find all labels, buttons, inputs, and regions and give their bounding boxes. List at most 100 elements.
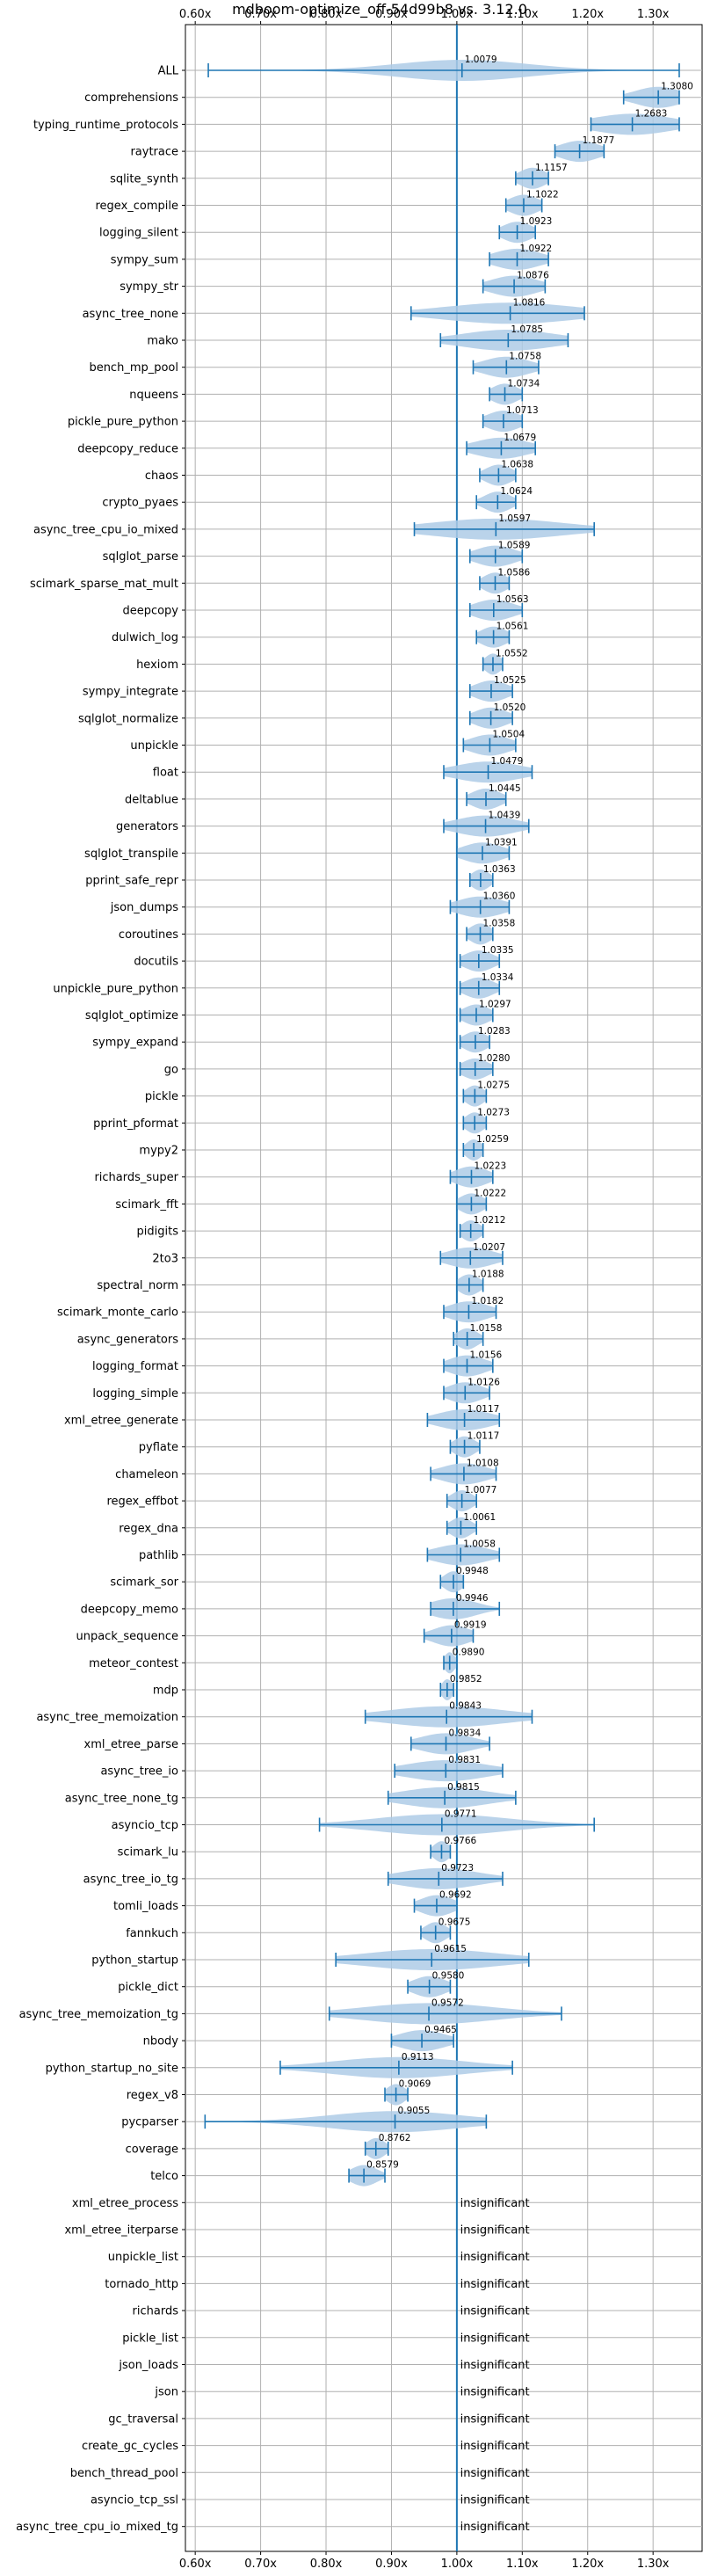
benchmark-label: logging_format	[92, 1360, 178, 1373]
benchmark-label: fannkuch	[126, 1927, 178, 1940]
benchmark-label: async_tree_none	[83, 308, 178, 321]
violin-group: 1.0077	[446, 1485, 497, 1512]
value-label: 1.0275	[477, 1081, 510, 1091]
value-label: 1.0525	[494, 675, 526, 686]
value-label: 1.0876	[517, 271, 549, 281]
value-label: 0.9069	[399, 2079, 431, 2090]
benchmark-label: json_dumps	[110, 901, 178, 914]
benchmark-label: nqueens	[129, 389, 178, 402]
benchmark-label: hexiom	[136, 659, 178, 672]
value-label: 1.3080	[661, 82, 693, 92]
benchmark-label: nbody	[143, 2035, 179, 2048]
value-label: 0.9692	[439, 1890, 472, 1901]
violin-group: 1.0259	[462, 1134, 509, 1161]
benchmark-label: generators	[116, 820, 178, 833]
benchmark-label: sqlite_synth	[110, 172, 178, 186]
value-label: 1.1157	[535, 163, 568, 173]
value-label: 1.0283	[478, 1026, 511, 1037]
value-label: 1.0552	[496, 648, 528, 659]
value-label: 1.1022	[526, 190, 559, 200]
insignificant-label: insignificant	[460, 2278, 530, 2291]
value-label: 1.0297	[479, 1000, 511, 1010]
axis-layer: 0.60x 0.60x 0.70x 0.70x 0.80x 0.80x 0.90x 0.90x…	[16, 8, 670, 2571]
x-tick-label-bottom: 1.10x	[506, 2558, 539, 2571]
benchmark-label: xml_etree_process	[72, 2197, 178, 2210]
value-label: 1.0058	[463, 1539, 496, 1550]
value-label: 1.0624	[500, 486, 533, 497]
value-label: 1.0280	[478, 1053, 511, 1064]
violin-group: 0.9113	[279, 2052, 513, 2078]
violin-group: 1.0624	[475, 486, 533, 513]
violin-group: 0.9890	[443, 1647, 485, 1674]
value-label: 1.0504	[492, 730, 525, 740]
violin-group: 1.0061	[446, 1512, 496, 1539]
benchmark-label: scimark_fft	[115, 1198, 178, 1212]
plot-area	[185, 24, 703, 2552]
benchmark-label: sympy_integrate	[83, 686, 178, 699]
value-label: 1.0445	[489, 783, 521, 794]
benchmark-label: sqlglot_optimize	[85, 1009, 178, 1022]
value-label: 1.0358	[483, 918, 516, 928]
violin-group: 0.9948	[439, 1566, 489, 1593]
violin-group: 1.0876	[482, 271, 549, 297]
value-label: 1.2683	[635, 108, 668, 119]
benchmark-label: python_startup_no_site	[46, 2062, 178, 2075]
insignificant-label: insignificant	[460, 2412, 530, 2426]
value-label: 1.0223	[474, 1161, 506, 1172]
violin-group: 0.8579	[348, 2160, 399, 2187]
violin-group: 1.0525	[468, 675, 526, 702]
violin-group: 0.9919	[423, 1620, 487, 1647]
value-label: 0.9948	[456, 1566, 489, 1576]
value-label: 0.9831	[448, 1755, 481, 1765]
violin-group: 1.0520	[468, 702, 525, 729]
value-label: 1.0586	[498, 567, 531, 578]
value-label: 0.9852	[450, 1674, 482, 1685]
value-label: 1.0117	[467, 1431, 500, 1442]
value-label: 1.0077	[465, 1485, 497, 1495]
benchmark-label: json_loads	[118, 2359, 178, 2372]
benchmark-label: deepcopy	[122, 605, 178, 618]
violin-group: 0.9580	[407, 1971, 464, 1997]
value-label: 0.9766	[444, 1836, 476, 1846]
benchmark-label: sympy_str	[120, 280, 178, 294]
value-label: 1.0561	[496, 622, 529, 632]
grid-layer	[185, 25, 702, 2551]
violin-group: 1.0358	[466, 918, 516, 945]
benchmark-label: sqlglot_transpile	[84, 848, 178, 861]
value-label: 0.9465	[424, 2025, 457, 2035]
benchmark-label: async_tree_cpu_io_mixed	[33, 523, 178, 536]
violin-group: 1.0273	[462, 1107, 510, 1134]
value-label: 1.0391	[485, 837, 518, 848]
violin-group: 0.9615	[335, 1944, 530, 1970]
value-label: 1.0679	[504, 433, 536, 443]
value-label: 0.9615	[434, 1944, 467, 1954]
violin-group: 1.2683	[590, 108, 680, 135]
violin-group: 1.0334	[459, 972, 514, 999]
value-label: 1.0079	[465, 55, 497, 65]
value-label: 1.0061	[463, 1512, 496, 1523]
benchmark-label: dulwich_log	[112, 631, 178, 644]
benchmark-label: deepcopy_reduce	[77, 442, 178, 455]
value-label: 1.0597	[498, 513, 531, 524]
insignificant-label: insignificant	[460, 2251, 530, 2264]
violin-group: 1.0445	[466, 783, 521, 810]
violin-group: 1.0212	[459, 1215, 505, 1242]
value-label: 0.9890	[453, 1647, 485, 1657]
violin-group: 1.0280	[459, 1053, 511, 1080]
benchmark-label: logging_silent	[99, 227, 178, 240]
violin-group: 1.0182	[443, 1296, 504, 1323]
violin-group: 1.0638	[479, 460, 533, 486]
violin-group: 0.9572	[328, 1997, 562, 2025]
x-tick-label-bottom: 0.60x	[179, 2558, 212, 2571]
violin-group: 1.0923	[498, 216, 552, 244]
benchmark-label: chameleon	[115, 1468, 178, 1481]
benchmark-label: scimark_monte_carlo	[57, 1306, 178, 1320]
violin-group: 1.0058	[426, 1539, 501, 1566]
violin-group: 0.9852	[439, 1674, 482, 1700]
benchmark-label: bench_thread_pool	[70, 2467, 178, 2480]
x-tick-label-top: 1.10x	[506, 8, 539, 21]
benchmark-label: async_tree_io_tg	[83, 1873, 178, 1886]
violin-group: 1.0158	[453, 1323, 502, 1350]
benchmark-label: meteor_contest	[89, 1657, 178, 1670]
